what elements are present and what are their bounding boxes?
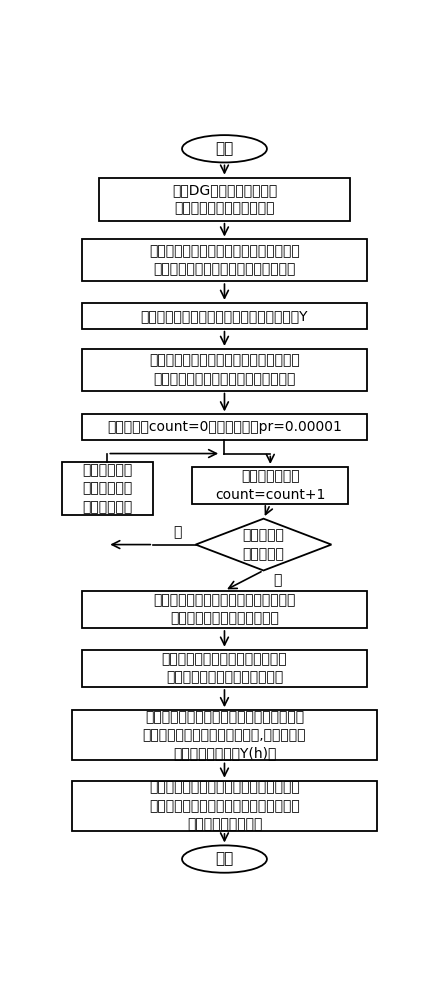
Bar bbox=[82, 591, 367, 628]
Bar bbox=[99, 178, 350, 221]
Text: 进行潮流计算；
count=count+1: 进行潮流计算； count=count+1 bbox=[215, 469, 325, 502]
Bar bbox=[192, 467, 348, 504]
Bar bbox=[82, 239, 367, 281]
Text: 否: 否 bbox=[174, 525, 182, 539]
Ellipse shape bbox=[182, 135, 267, 162]
Bar bbox=[82, 650, 367, 687]
Bar bbox=[61, 462, 153, 515]
Text: 基于谐波导纳矩阵与节点谐波电流量求解
出电网节点谐波电压，在进一步求解节点
电压总谐波畸变率等: 基于谐波导纳矩阵与节点谐波电流量求解 出电网节点谐波电压，在进一步求解节点 电压… bbox=[149, 780, 300, 831]
Bar bbox=[82, 349, 367, 391]
Ellipse shape bbox=[182, 845, 267, 873]
Text: 测得DG接入节点的输出功
率，多次测量取得数据样本: 测得DG接入节点的输出功 率，多次测量取得数据样本 bbox=[172, 183, 277, 215]
Text: 在基波云潮流基础上，根据谐波源
运行特性计算节点注入谐波电流: 在基波云潮流基础上，根据谐波源 运行特性计算节点注入谐波电流 bbox=[162, 652, 287, 685]
Text: 结束: 结束 bbox=[215, 852, 233, 867]
Text: 精度误差小
于设置要求: 精度误差小 于设置要求 bbox=[243, 528, 284, 561]
Bar bbox=[72, 781, 377, 831]
Text: 根据数据样本，利用逆向云发生器，产生
正态云数字特征值：期望、熵、超熵。: 根据数据样本，利用逆向云发生器，产生 正态云数字特征值：期望、熵、超熵。 bbox=[149, 244, 300, 277]
Text: 开始: 开始 bbox=[215, 141, 233, 156]
Text: 输入系统网络原始数据，形成节点导纳矩阵Y: 输入系统网络原始数据，形成节点导纳矩阵Y bbox=[141, 309, 308, 323]
Bar bbox=[82, 414, 367, 440]
Text: 令迭代次数count=0，设精度误差pr=0.00001: 令迭代次数count=0，设精度误差pr=0.00001 bbox=[107, 420, 342, 434]
Text: 是: 是 bbox=[274, 574, 282, 588]
Polygon shape bbox=[196, 519, 332, 570]
Bar bbox=[72, 710, 377, 760]
Text: 设平衡节点功率值和非平衡节点的电压初
值，并根据云期望设置不确定节点功率: 设平衡节点功率值和非平衡节点的电压初 值，并根据云期望设置不确定节点功率 bbox=[149, 354, 300, 386]
Text: 修正平衡节点
功率值与非平
衡节点电压值: 修正平衡节点 功率值与非平 衡节点电压值 bbox=[82, 463, 132, 514]
Bar bbox=[82, 303, 367, 329]
Text: 利用系统敏感系数与输入变量范围值求
潮流输出变量的可能性范围值: 利用系统敏感系数与输入变量范围值求 潮流输出变量的可能性范围值 bbox=[153, 593, 296, 626]
Text: 依据所在电网络中元器件的特性，得出元器
件在各次谐波下的等效谐波参数,求得相应的
网络谐波导纳矩阵Y(h)；: 依据所在电网络中元器件的特性，得出元器 件在各次谐波下的等效谐波参数,求得相应的… bbox=[143, 710, 306, 761]
